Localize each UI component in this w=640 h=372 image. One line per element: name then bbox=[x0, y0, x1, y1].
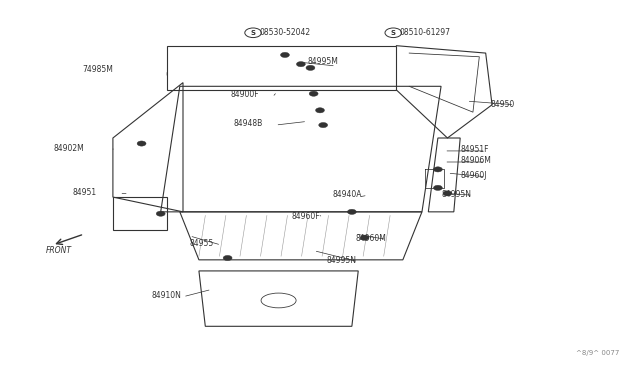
Text: 84960M: 84960M bbox=[355, 234, 386, 243]
Circle shape bbox=[319, 122, 328, 128]
Text: ^8/9^ 0077: ^8/9^ 0077 bbox=[576, 350, 620, 356]
Circle shape bbox=[348, 209, 356, 214]
Circle shape bbox=[280, 52, 289, 58]
Text: 84960J: 84960J bbox=[460, 171, 486, 180]
Text: 84995M: 84995M bbox=[307, 57, 338, 66]
Text: 84995N: 84995N bbox=[441, 190, 471, 199]
Text: 84995N: 84995N bbox=[326, 256, 356, 265]
Circle shape bbox=[433, 167, 442, 172]
Circle shape bbox=[433, 185, 442, 190]
Text: 84955: 84955 bbox=[189, 239, 214, 248]
Circle shape bbox=[296, 62, 305, 67]
Text: 84910N: 84910N bbox=[151, 291, 181, 300]
Text: S: S bbox=[391, 30, 396, 36]
Text: 84948B: 84948B bbox=[234, 119, 263, 128]
Text: 84951: 84951 bbox=[73, 188, 97, 197]
Circle shape bbox=[316, 108, 324, 113]
Circle shape bbox=[137, 141, 146, 146]
Text: 74985M: 74985M bbox=[82, 65, 113, 74]
Circle shape bbox=[443, 191, 452, 196]
Text: 08510-61297: 08510-61297 bbox=[399, 28, 451, 37]
Circle shape bbox=[360, 235, 369, 240]
Text: 84900F: 84900F bbox=[231, 90, 259, 99]
Circle shape bbox=[223, 256, 232, 260]
Text: 84950: 84950 bbox=[491, 100, 515, 109]
Circle shape bbox=[306, 65, 315, 70]
Text: 08530-52042: 08530-52042 bbox=[259, 28, 310, 37]
Circle shape bbox=[309, 91, 318, 96]
Text: 84902M: 84902M bbox=[54, 144, 84, 153]
Text: S: S bbox=[251, 30, 255, 36]
Circle shape bbox=[156, 211, 165, 216]
Text: 84906M: 84906M bbox=[460, 156, 491, 166]
Text: 84960F: 84960F bbox=[291, 212, 320, 221]
Text: 84940A: 84940A bbox=[333, 190, 362, 199]
Text: FRONT: FRONT bbox=[45, 246, 72, 255]
Text: 84951F: 84951F bbox=[460, 145, 489, 154]
